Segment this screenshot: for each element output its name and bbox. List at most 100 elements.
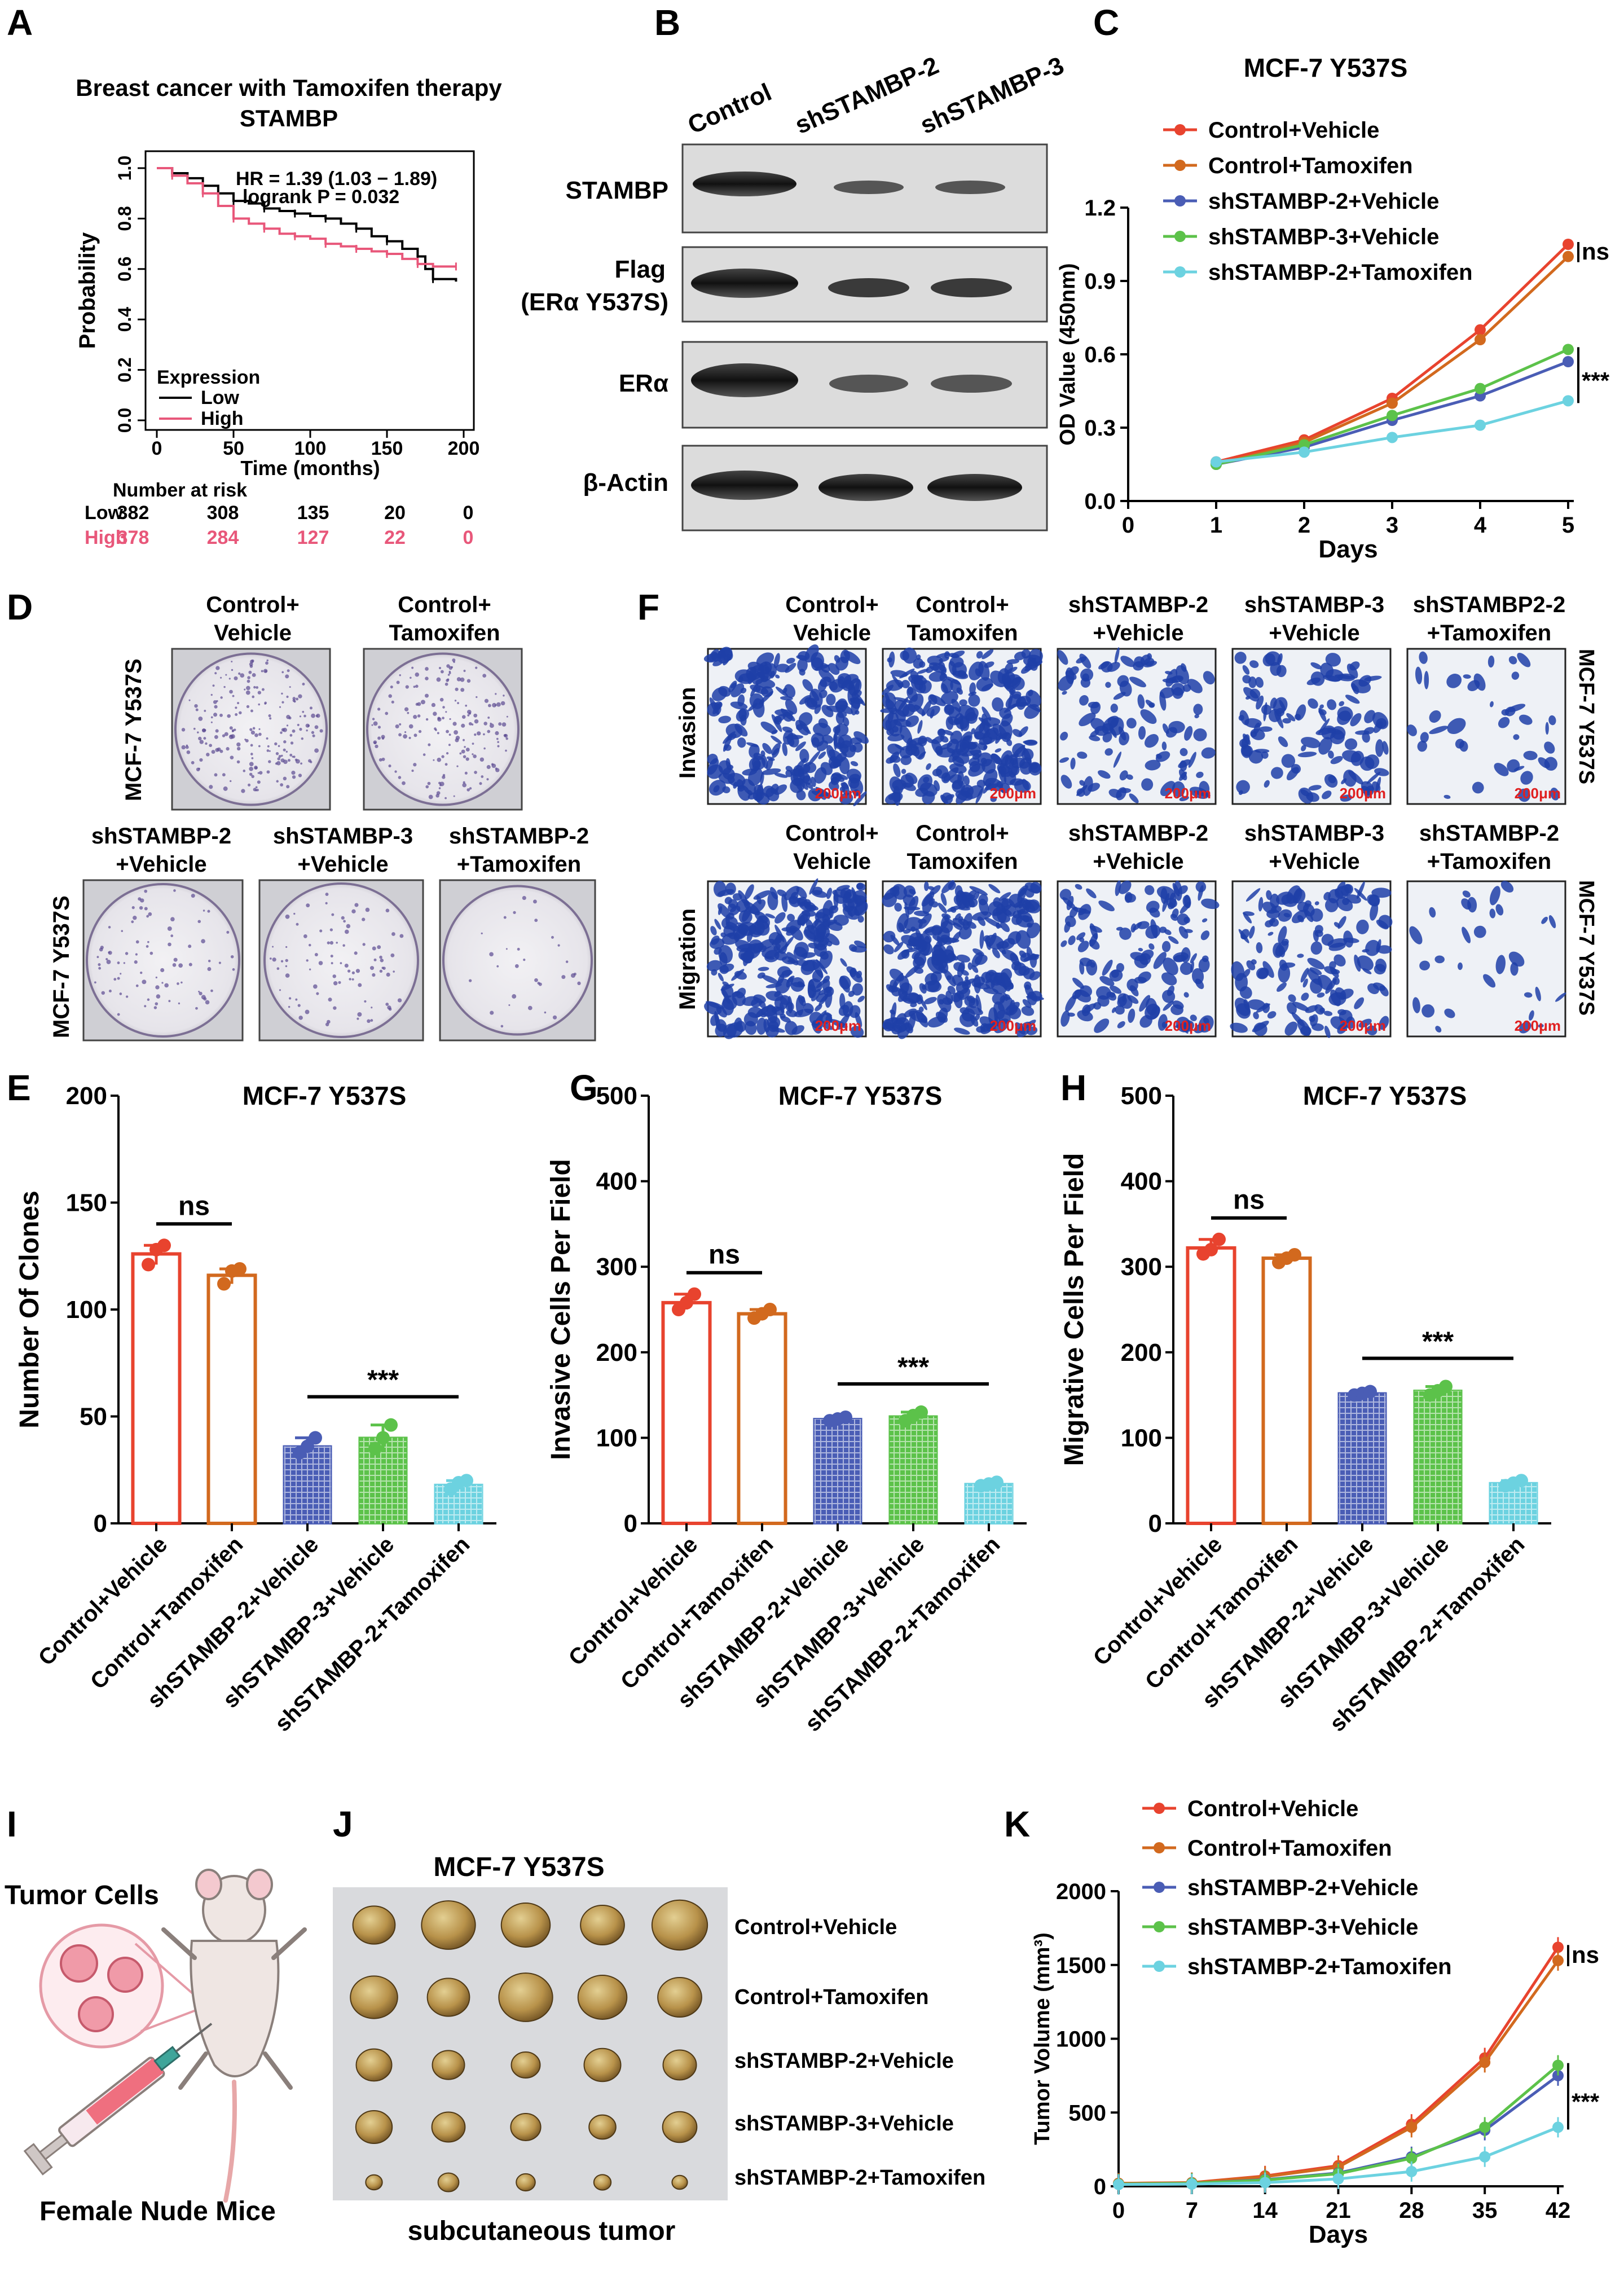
stained-cell [948,881,956,890]
colony-dot [577,981,581,986]
stained-cell [1114,647,1120,664]
km-x-tick-label: 150 [371,438,403,459]
stained-cell [1253,1012,1259,1020]
x-axis-label: Days [1309,2221,1368,2248]
stained-cell [1088,701,1099,709]
stained-cell [770,887,778,900]
colony-dot [504,733,508,738]
colony-dot [505,749,507,752]
stained-cell [1011,961,1022,971]
stained-cell [955,790,973,801]
stained-cell [1266,909,1280,919]
colony-dot [354,903,359,907]
colony-dot [454,700,457,702]
invasion-row-label: Invasion [675,687,700,779]
stained-cell [1060,940,1067,947]
colony-dot [446,752,449,755]
tumor-specimen [662,2111,698,2143]
stained-cell [1365,939,1380,956]
stained-cell [842,1001,853,1017]
y-tick-label: 1.2 [1084,196,1116,221]
stained-cell [847,685,856,705]
stained-cell [803,929,817,942]
stained-cell [1017,885,1028,897]
stained-cell [1419,651,1428,664]
stained-cell [1339,988,1354,999]
stained-cell [1344,738,1358,750]
colony-dot [331,962,333,965]
stained-cell [1407,724,1417,736]
colony-dot [367,1019,371,1023]
ns-annotation: ns [178,1191,210,1221]
stained-cell [1309,967,1322,976]
y-tick-label: 500 [1068,2101,1106,2125]
colony-dot [373,741,377,745]
risk-low-value: 382 [117,502,149,524]
data-point [1406,2121,1418,2133]
stained-cell [1325,653,1341,667]
colony-dot [286,715,291,719]
colony-dot [421,700,425,705]
y-axis-label: Migrative Cells Per Field [1059,1153,1089,1466]
tumor-row-label: Control+Tamoxifen [734,1985,929,2009]
stained-cell [1172,882,1180,897]
stained-cell [1446,674,1462,688]
stained-cell [825,933,840,946]
stained-cell [1535,986,1541,1001]
stained-cell [921,700,932,717]
tumor-specimen [510,2113,542,2141]
y-tick-label: 1500 [1056,1953,1106,1978]
colony-dot [386,972,390,977]
stained-cell [999,783,1010,793]
colony-dot [243,770,246,772]
tumor-specimen [355,2110,393,2144]
blot-label-stambp: STAMBP [565,177,668,204]
stained-cell [1190,1014,1197,1021]
colony-dot [375,744,379,749]
stained-cell [1435,1026,1442,1033]
stained-cell [1374,768,1389,776]
panel-label-e: E [7,1067,31,1108]
colony-dot [371,1007,373,1009]
stained-cell [754,766,759,771]
data-point [1563,251,1574,262]
female-nude-mice-label: Female Nude Mice [39,2196,276,2226]
colony-dot [108,926,111,929]
lane-label-sh2: shSTAMBP-2 [791,51,943,139]
colony-dot [181,745,186,750]
stained-cell [1256,695,1264,710]
stained-cell [1302,978,1308,988]
stained-cell [852,983,863,996]
stained-cell [1076,932,1086,941]
colony-dot [94,981,96,984]
stained-cell [1156,886,1176,900]
stained-cell [1178,926,1189,939]
culture-dish [366,652,520,806]
stained-cell [1291,909,1308,924]
stained-cell [1161,941,1171,952]
colony-dot [438,787,441,789]
replicate-point [384,1418,398,1432]
colony-dot [517,947,520,951]
y-tick-label: 1000 [1056,2027,1106,2052]
stained-cell [1246,960,1256,970]
stained-cell [1375,776,1381,792]
stained-cell [736,1021,746,1032]
stained-cell [1519,714,1533,725]
stained-cell [1006,1004,1018,1016]
colony-dot [434,728,437,731]
stained-cell [796,724,803,731]
colony-dot [229,689,233,694]
colony-dot [283,776,287,781]
y-tick-label: 0.6 [1084,342,1116,367]
colony-dot [148,912,152,916]
panel-label-f: F [637,587,659,627]
stained-cell [746,667,758,680]
stained-cell [1200,930,1210,941]
replicate-point [157,1238,171,1253]
stained-cell [1110,704,1118,713]
x-tick-label: 0 [1112,2198,1125,2223]
colony-dot [474,719,479,724]
stained-cell [1545,722,1549,735]
stained-cell [1333,954,1346,967]
